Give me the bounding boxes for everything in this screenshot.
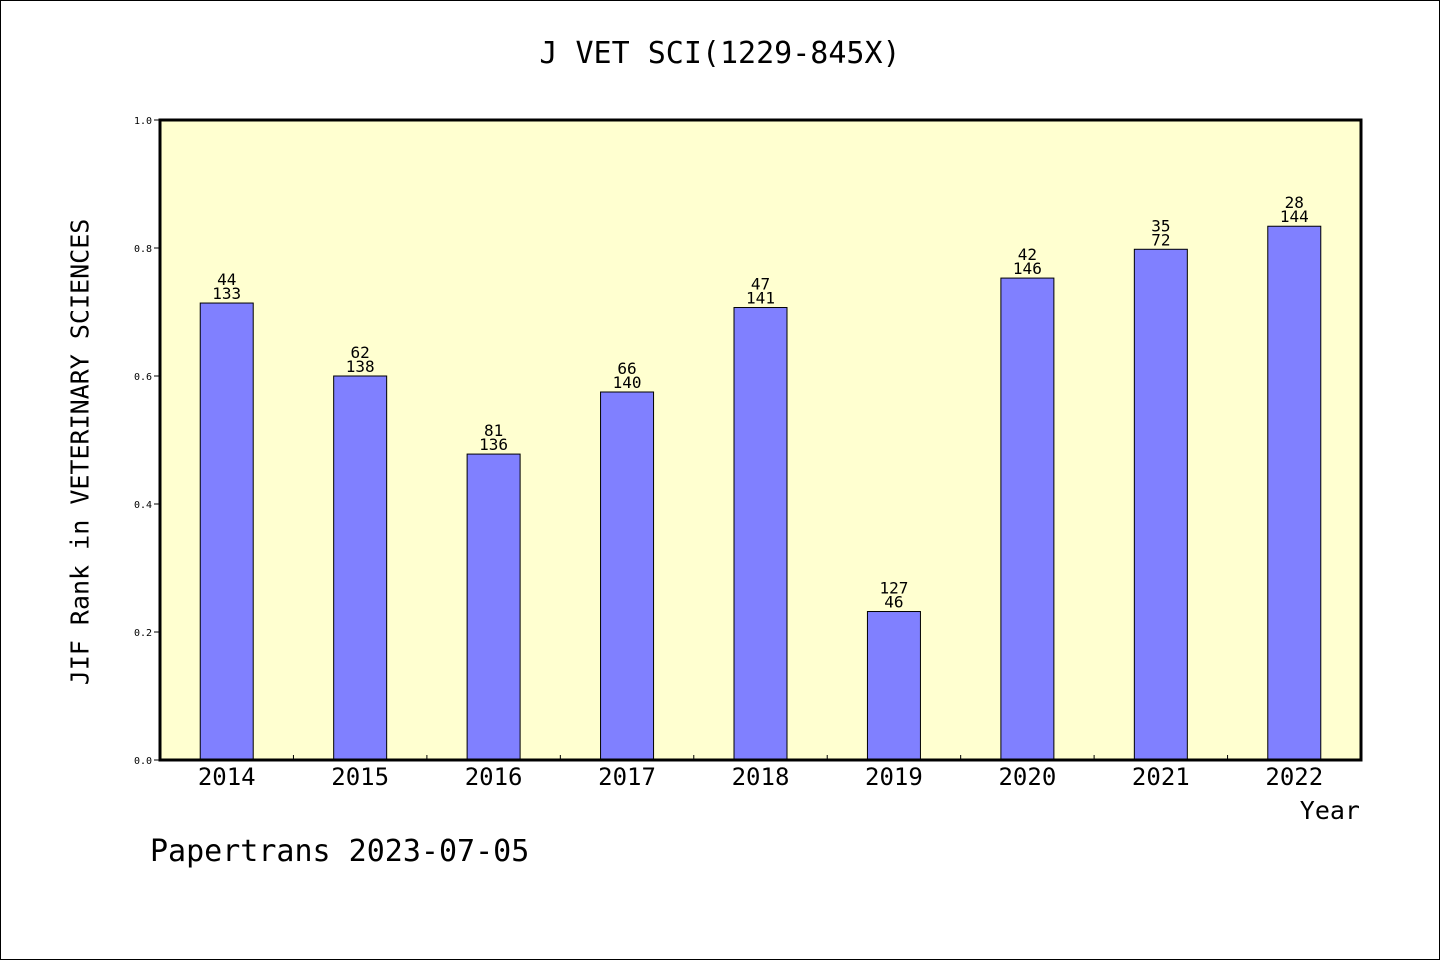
x-tick-label: 2020 bbox=[998, 763, 1056, 791]
x-tick-label: 2022 bbox=[1265, 763, 1323, 791]
y-tick-label: 0.4 bbox=[134, 500, 152, 511]
x-tick-label: 2014 bbox=[198, 763, 256, 791]
y-tick-label: 1.0 bbox=[134, 116, 152, 127]
bar-rank-label: 66 bbox=[617, 359, 636, 378]
bar-rank-label: 35 bbox=[1151, 216, 1170, 235]
plot-border bbox=[158, 118, 1363, 762]
bar bbox=[1267, 225, 1322, 761]
bar bbox=[866, 611, 921, 761]
bar bbox=[1133, 248, 1188, 761]
bar-rank-label: 81 bbox=[484, 421, 503, 440]
bar-rank-label: 62 bbox=[351, 343, 370, 362]
x-tick-label: 2015 bbox=[331, 763, 389, 791]
bar-total-label: 140 bbox=[613, 373, 642, 392]
x-tick-label: 2018 bbox=[732, 763, 790, 791]
x-axis-label: Year bbox=[1299, 796, 1360, 825]
y-tick-label: 0.6 bbox=[134, 372, 152, 383]
bar bbox=[199, 302, 254, 761]
y-tick-label: 0.2 bbox=[134, 628, 152, 639]
x-tick-label: 2016 bbox=[465, 763, 523, 791]
x-tick-label: 2021 bbox=[1132, 763, 1190, 791]
bar-rank-label: 28 bbox=[1285, 193, 1304, 212]
bar bbox=[733, 307, 788, 761]
bar-rank-label: 44 bbox=[217, 270, 236, 289]
chart-title: J VET SCI(1229-845X) bbox=[539, 36, 901, 71]
bar-total-label: 46 bbox=[884, 593, 903, 612]
y-tick-label: 0.0 bbox=[134, 756, 152, 767]
bar-rank-label: 42 bbox=[1018, 245, 1037, 264]
bar-total-label: 72 bbox=[1151, 230, 1170, 249]
x-tick-label: 2019 bbox=[865, 763, 923, 791]
bar-total-label: 138 bbox=[346, 357, 375, 376]
bar-total-label: 136 bbox=[479, 435, 508, 454]
footer-credit: Papertrans 2023-07-05 bbox=[150, 834, 530, 869]
bar-total-label: 141 bbox=[746, 289, 775, 308]
bar-rank-label: 47 bbox=[751, 275, 770, 294]
bar bbox=[600, 391, 655, 761]
bar-total-label: 133 bbox=[212, 284, 241, 303]
y-tick-label: 0.8 bbox=[134, 244, 152, 255]
bar-rank-label: 127 bbox=[879, 579, 908, 598]
bar bbox=[333, 375, 388, 761]
bar-total-label: 146 bbox=[1013, 259, 1042, 278]
bar bbox=[466, 453, 521, 761]
bar-total-label: 144 bbox=[1280, 207, 1309, 226]
x-tick-label: 2017 bbox=[598, 763, 656, 791]
bar bbox=[1000, 277, 1055, 761]
